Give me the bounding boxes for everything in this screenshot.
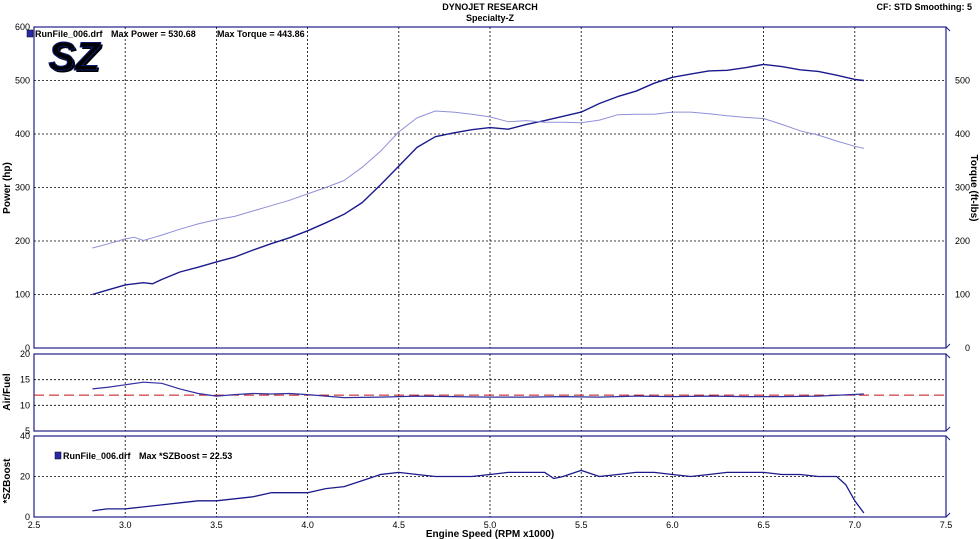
boost-line bbox=[92, 469, 865, 514]
sz-logo: SZ SZ bbox=[48, 35, 103, 82]
series-lines bbox=[34, 63, 946, 514]
y2-tick-label: 100 bbox=[955, 290, 970, 300]
y-axis-label-boost: *SZBoost bbox=[2, 458, 13, 504]
y-tick-label: 0 bbox=[25, 512, 30, 522]
y-tick-label: 20 bbox=[20, 349, 30, 359]
y-tick-label: 5 bbox=[25, 426, 30, 436]
y2-tick-label: 400 bbox=[955, 129, 970, 139]
y2-tick-label: 300 bbox=[955, 183, 970, 193]
legend-file: RunFile_006.drf bbox=[35, 29, 104, 39]
y-tick-label: 500 bbox=[15, 76, 30, 86]
panel-corner-boost bbox=[945, 512, 951, 518]
x-tick-label: 6.5 bbox=[757, 520, 770, 530]
panel-corner-main bbox=[945, 26, 951, 32]
x-tick-label: 5.0 bbox=[484, 520, 497, 530]
legend-swatch bbox=[26, 29, 34, 38]
y-tick-label: 40 bbox=[20, 431, 30, 441]
x-tick-label: 2.5 bbox=[28, 520, 41, 530]
y-tick-label: 20 bbox=[20, 472, 30, 482]
x-tick-label: 5.5 bbox=[575, 520, 588, 530]
panel-frames bbox=[33, 26, 951, 518]
x-tick-label: 6.0 bbox=[666, 520, 679, 530]
boost-legend-file: RunFile_006.drf bbox=[63, 451, 132, 461]
y-axis-label-power: Power (hp) bbox=[2, 162, 13, 214]
y-tick-label: 0 bbox=[25, 343, 30, 353]
chart-subtitle: Specialty-Z bbox=[466, 13, 515, 23]
sz-logo-shadow: SZ bbox=[50, 37, 103, 81]
y-tick-label: 400 bbox=[15, 129, 30, 139]
y2-tick-label: 0 bbox=[965, 343, 970, 353]
panel-corner-air_fuel bbox=[945, 353, 951, 359]
x-tick-label: 4.5 bbox=[393, 520, 406, 530]
x-axis-label: Engine Speed (RPM x1000) bbox=[426, 529, 554, 539]
y-tick-label: 200 bbox=[15, 236, 30, 246]
grid-lines bbox=[34, 27, 946, 517]
x-tick-label: 7.5 bbox=[940, 520, 953, 530]
torque-line bbox=[92, 110, 865, 249]
y-tick-label: 600 bbox=[15, 22, 30, 32]
y-tick-label: 100 bbox=[15, 290, 30, 300]
boost-legend-swatch bbox=[54, 451, 62, 460]
y2-tick-label: 500 bbox=[955, 76, 970, 86]
y2-tick-label: 200 bbox=[955, 236, 970, 246]
panel-corner-boost bbox=[945, 435, 951, 441]
y-axis-label-torque: Torque (ft-lbs) bbox=[968, 154, 979, 221]
x-tick-label: 7.0 bbox=[849, 520, 862, 530]
x-tick-label: 3.5 bbox=[210, 520, 223, 530]
sz-logo-text: SZ bbox=[48, 35, 101, 79]
x-tick-label: 3.0 bbox=[119, 520, 132, 530]
tick-labels: 0100200300400500600010020030040050051015… bbox=[15, 22, 970, 530]
boost-legend: RunFile_006.drf Max *SZBoost = 22.53 bbox=[54, 451, 232, 461]
main-legend: RunFile_006.drf Max Power = 530.68 Max T… bbox=[26, 29, 305, 39]
x-tick-label: 4.0 bbox=[301, 520, 314, 530]
boost-legend-max: Max *SZBoost = 22.53 bbox=[139, 451, 232, 461]
chart-title: DYNOJET RESEARCH bbox=[442, 2, 538, 12]
y-axis-label-air-fuel: Air/Fuel bbox=[2, 373, 13, 410]
legend-max-power: Max Power = 530.68 bbox=[111, 29, 196, 39]
y-tick-label: 10 bbox=[20, 400, 30, 410]
panel-corner-main bbox=[945, 343, 951, 349]
air-fuel-line bbox=[92, 381, 864, 399]
y-tick-label: 15 bbox=[20, 375, 30, 385]
y-tick-label: 300 bbox=[15, 183, 30, 193]
power-line bbox=[92, 63, 864, 296]
settings-readout: CF: STD Smoothing: 5 bbox=[877, 2, 973, 12]
panel-corner-air_fuel bbox=[945, 426, 951, 432]
legend-max-torque: Max Torque = 443.86 bbox=[217, 29, 305, 39]
